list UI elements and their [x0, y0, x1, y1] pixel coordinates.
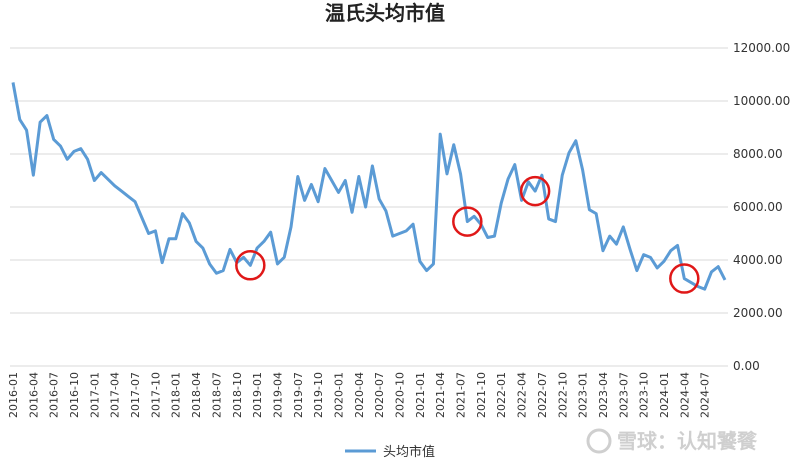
x-tick-label: 2023-10 — [638, 372, 651, 418]
x-tick-label: 2021-01 — [414, 372, 427, 418]
x-tick-label: 2019-07 — [292, 372, 305, 418]
x-tick-label: 2023-04 — [597, 372, 610, 418]
x-tick-label: 2018-01 — [170, 372, 183, 418]
x-tick-label: 2023-01 — [577, 372, 590, 418]
x-tick-label: 2017-04 — [109, 372, 122, 418]
y-tick-label: 4000.00 — [733, 253, 783, 267]
x-tick-label: 2016-01 — [7, 372, 20, 418]
y-tick-label: 12000.00 — [733, 41, 790, 55]
x-tick-label: 2017-10 — [149, 372, 162, 418]
annotation-circle — [235, 250, 266, 281]
x-tick-label: 2022-04 — [516, 372, 529, 418]
x-tick-label: 2017-01 — [88, 372, 101, 418]
x-tick-label: 2022-01 — [495, 372, 508, 418]
legend-label: 头均市值 — [383, 444, 435, 460]
x-tick-label: 2022-07 — [536, 372, 549, 418]
annotation-circle — [669, 263, 700, 294]
x-tick-label: 2016-10 — [68, 372, 81, 418]
x-tick-label: 2021-07 — [455, 372, 468, 418]
x-tick-label: 2024-04 — [678, 372, 691, 418]
x-tick-label: 2021-04 — [434, 372, 447, 418]
x-tick-label: 2020-04 — [353, 372, 366, 418]
x-tick-label: 2019-01 — [251, 372, 264, 418]
y-tick-label: 2000.00 — [733, 306, 783, 320]
annotation-layer — [235, 175, 700, 294]
x-tick-label: 2016-07 — [48, 372, 61, 418]
x-tick-label: 2022-10 — [556, 372, 569, 418]
series-layer — [11, 82, 727, 291]
watermark-logo-icon — [586, 428, 612, 454]
annotation-circle — [519, 175, 551, 207]
legend: 头均市值 — [345, 444, 435, 460]
y-tick-label: 0.00 — [733, 359, 760, 373]
x-tick-label: 2019-04 — [271, 372, 284, 418]
x-tick-label: 2023-07 — [617, 372, 630, 418]
x-tick-label: 2018-07 — [210, 372, 223, 418]
y-axis: 0.00 2000.00 4000.00 6000.00 8000.00 10000.00… — [733, 41, 790, 373]
watermark-text: 雪球：认知饕餮 — [617, 429, 758, 453]
y-tick-label: 8000.00 — [733, 147, 783, 161]
x-tick-label: 2024-01 — [658, 372, 671, 418]
x-tick-label: 2020-01 — [332, 372, 345, 418]
chart-title: 温氏头均市值 — [325, 1, 445, 25]
y-tick-label: 10000.00 — [733, 94, 790, 108]
y-tick-label: 6000.00 — [733, 200, 783, 214]
annotation-circle — [452, 206, 483, 237]
x-axis: 2016-01 2016-04 2016-07 2016-10 2017-01 2017-… — [7, 372, 712, 418]
x-tick-label: 2016-04 — [27, 372, 40, 418]
x-tick-label: 2024-07 — [699, 372, 712, 418]
x-tick-label: 2019-10 — [312, 372, 325, 418]
x-tick-label: 2020-10 — [394, 372, 407, 418]
x-tick-label: 2020-07 — [373, 372, 386, 418]
watermark: 雪球：认知饕餮 — [586, 428, 758, 454]
x-tick-label: 2021-10 — [475, 372, 488, 418]
grid-lines — [10, 47, 728, 367]
x-tick-label: 2018-04 — [190, 372, 203, 418]
series-line — [11, 82, 727, 291]
x-tick-label: 2018-10 — [231, 372, 244, 418]
x-tick-label: 2017-07 — [129, 372, 142, 418]
